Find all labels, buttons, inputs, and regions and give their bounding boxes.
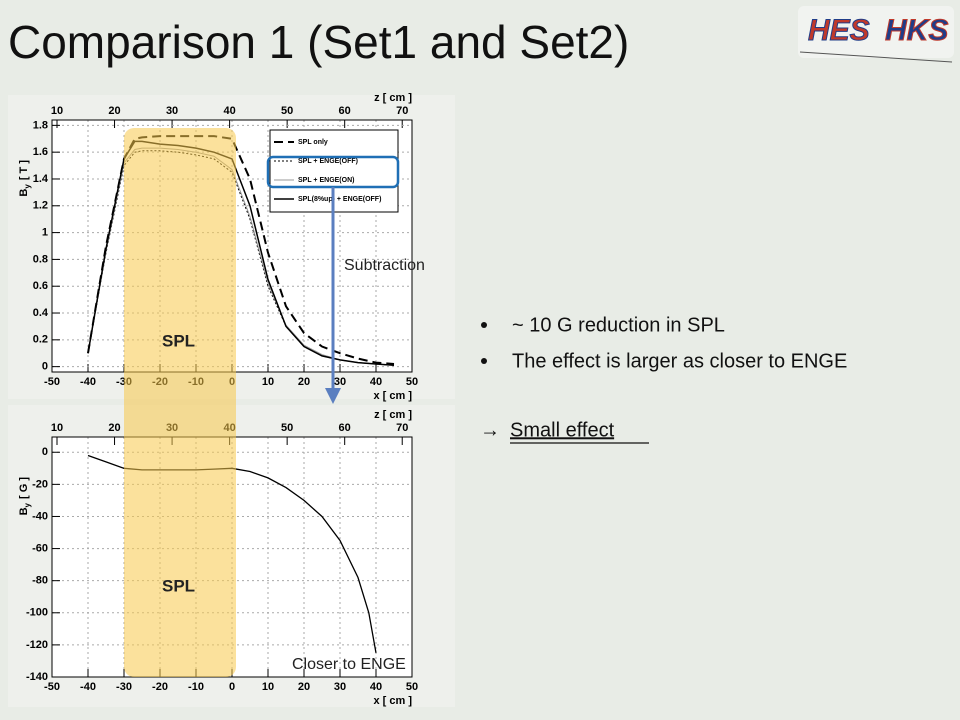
y-tick-label: 1.4 [33, 173, 49, 185]
y-tick-label: -40 [32, 510, 48, 522]
y-axis-label-part: [ G ] [18, 477, 30, 499]
y-tick-label: -100 [26, 607, 48, 619]
x-tick-label: 10 [262, 376, 274, 388]
x2-tick-label: 60 [339, 422, 351, 434]
x-tick-label: 50 [406, 681, 418, 693]
x-tick-label: -30 [116, 681, 132, 693]
annotation: SPL [162, 331, 195, 350]
x2-tick-label: 20 [108, 422, 120, 434]
bullet-dot [481, 322, 487, 328]
x-tick-label: -40 [80, 376, 96, 388]
x-tick-label: 40 [370, 681, 382, 693]
y-axis-label-part: [ T ] [18, 160, 30, 180]
x2-tick-label: 50 [281, 422, 293, 434]
y-tick-label: -140 [26, 671, 48, 683]
x2-axis-label: z [ cm ] [374, 409, 412, 421]
y-tick-label: 1.2 [33, 200, 48, 212]
annotation: Subtraction [344, 257, 425, 274]
x-tick-label: 10 [262, 681, 274, 693]
y-axis-label: By [ T ] [18, 160, 32, 197]
x-tick-label: -50 [44, 376, 60, 388]
conclusion: Small effect [510, 419, 615, 441]
y-tick-label: 0.4 [33, 307, 49, 319]
x-tick-label: 0 [229, 681, 235, 693]
data-line [87, 135, 395, 365]
legend-label: SPL + ENGE(ON) [298, 177, 354, 184]
legend-label: SPL + ENGE(OFF) [298, 158, 358, 165]
x2-tick-label: 30 [166, 105, 178, 117]
spl-highlight [124, 128, 236, 677]
x2-tick-label: 20 [108, 105, 120, 117]
conclusion-arrow: → [480, 419, 500, 441]
y-tick-label: -60 [32, 542, 48, 554]
y-tick-label: 1.8 [33, 119, 48, 131]
arrow-head [325, 388, 341, 404]
x2-tick-label: 50 [281, 105, 293, 117]
x-tick-label: -40 [80, 681, 96, 693]
logo-hks: HKS [885, 14, 948, 47]
x-tick-label: 20 [298, 681, 310, 693]
x2-tick-label: 60 [339, 105, 351, 117]
y-axis-label-part: y [23, 502, 32, 507]
y-tick-label: -20 [32, 478, 48, 490]
x-tick-label: 30 [334, 681, 346, 693]
x-tick-label: 30 [334, 376, 346, 388]
legend-label: SPL only [298, 139, 328, 146]
x-axis-label: x [ cm ] [373, 390, 412, 402]
slide-title: Comparison 1 (Set1 and Set2) [8, 16, 629, 68]
bullet: The effect is larger as closer to ENGE [512, 350, 847, 372]
y-tick-label: 0 [42, 446, 48, 458]
x-tick-label: -50 [44, 681, 60, 693]
y-tick-label: 0 [42, 361, 48, 373]
x2-tick-label: 40 [223, 105, 235, 117]
bullet: ~ 10 G reduction in SPL [512, 314, 725, 336]
x-tick-label: 20 [298, 376, 310, 388]
x-tick-label: -20 [152, 681, 168, 693]
annotation: Closer to ENGE [292, 656, 406, 673]
y-tick-label: 0.8 [33, 253, 48, 265]
logo: HES HKS [798, 6, 954, 63]
x2-tick-label: 10 [51, 105, 63, 117]
x2-tick-label: 70 [396, 105, 408, 117]
logo-hes: HES [808, 14, 870, 47]
y-tick-label: 0.2 [33, 334, 48, 346]
y-axis-label-part: B [18, 507, 30, 515]
y-axis-label-part: y [23, 184, 32, 189]
y-tick-label: 1 [42, 227, 48, 239]
y-axis-label-part: B [18, 189, 30, 197]
x-tick-label: 50 [406, 376, 418, 388]
y-tick-label: -80 [32, 575, 48, 587]
x2-axis-label: z [ cm ] [374, 92, 412, 104]
x-tick-label: -10 [188, 681, 204, 693]
x2-tick-label: 10 [51, 422, 63, 434]
x-axis-label: x [ cm ] [373, 695, 412, 707]
logo-line [799, 51, 953, 63]
annotation: SPL [162, 576, 195, 595]
y-tick-label: 0.6 [33, 280, 48, 292]
y-axis-label: By [ G ] [18, 477, 32, 516]
y-tick-label: 1.6 [33, 146, 48, 158]
logo-bg [798, 6, 954, 58]
legend-label: SPL(8%up) + ENGE(OFF) [298, 196, 381, 203]
bullet-dot [481, 358, 487, 364]
x-tick-label: 40 [370, 376, 382, 388]
x2-tick-label: 70 [396, 422, 408, 434]
y-tick-label: -120 [26, 639, 48, 651]
